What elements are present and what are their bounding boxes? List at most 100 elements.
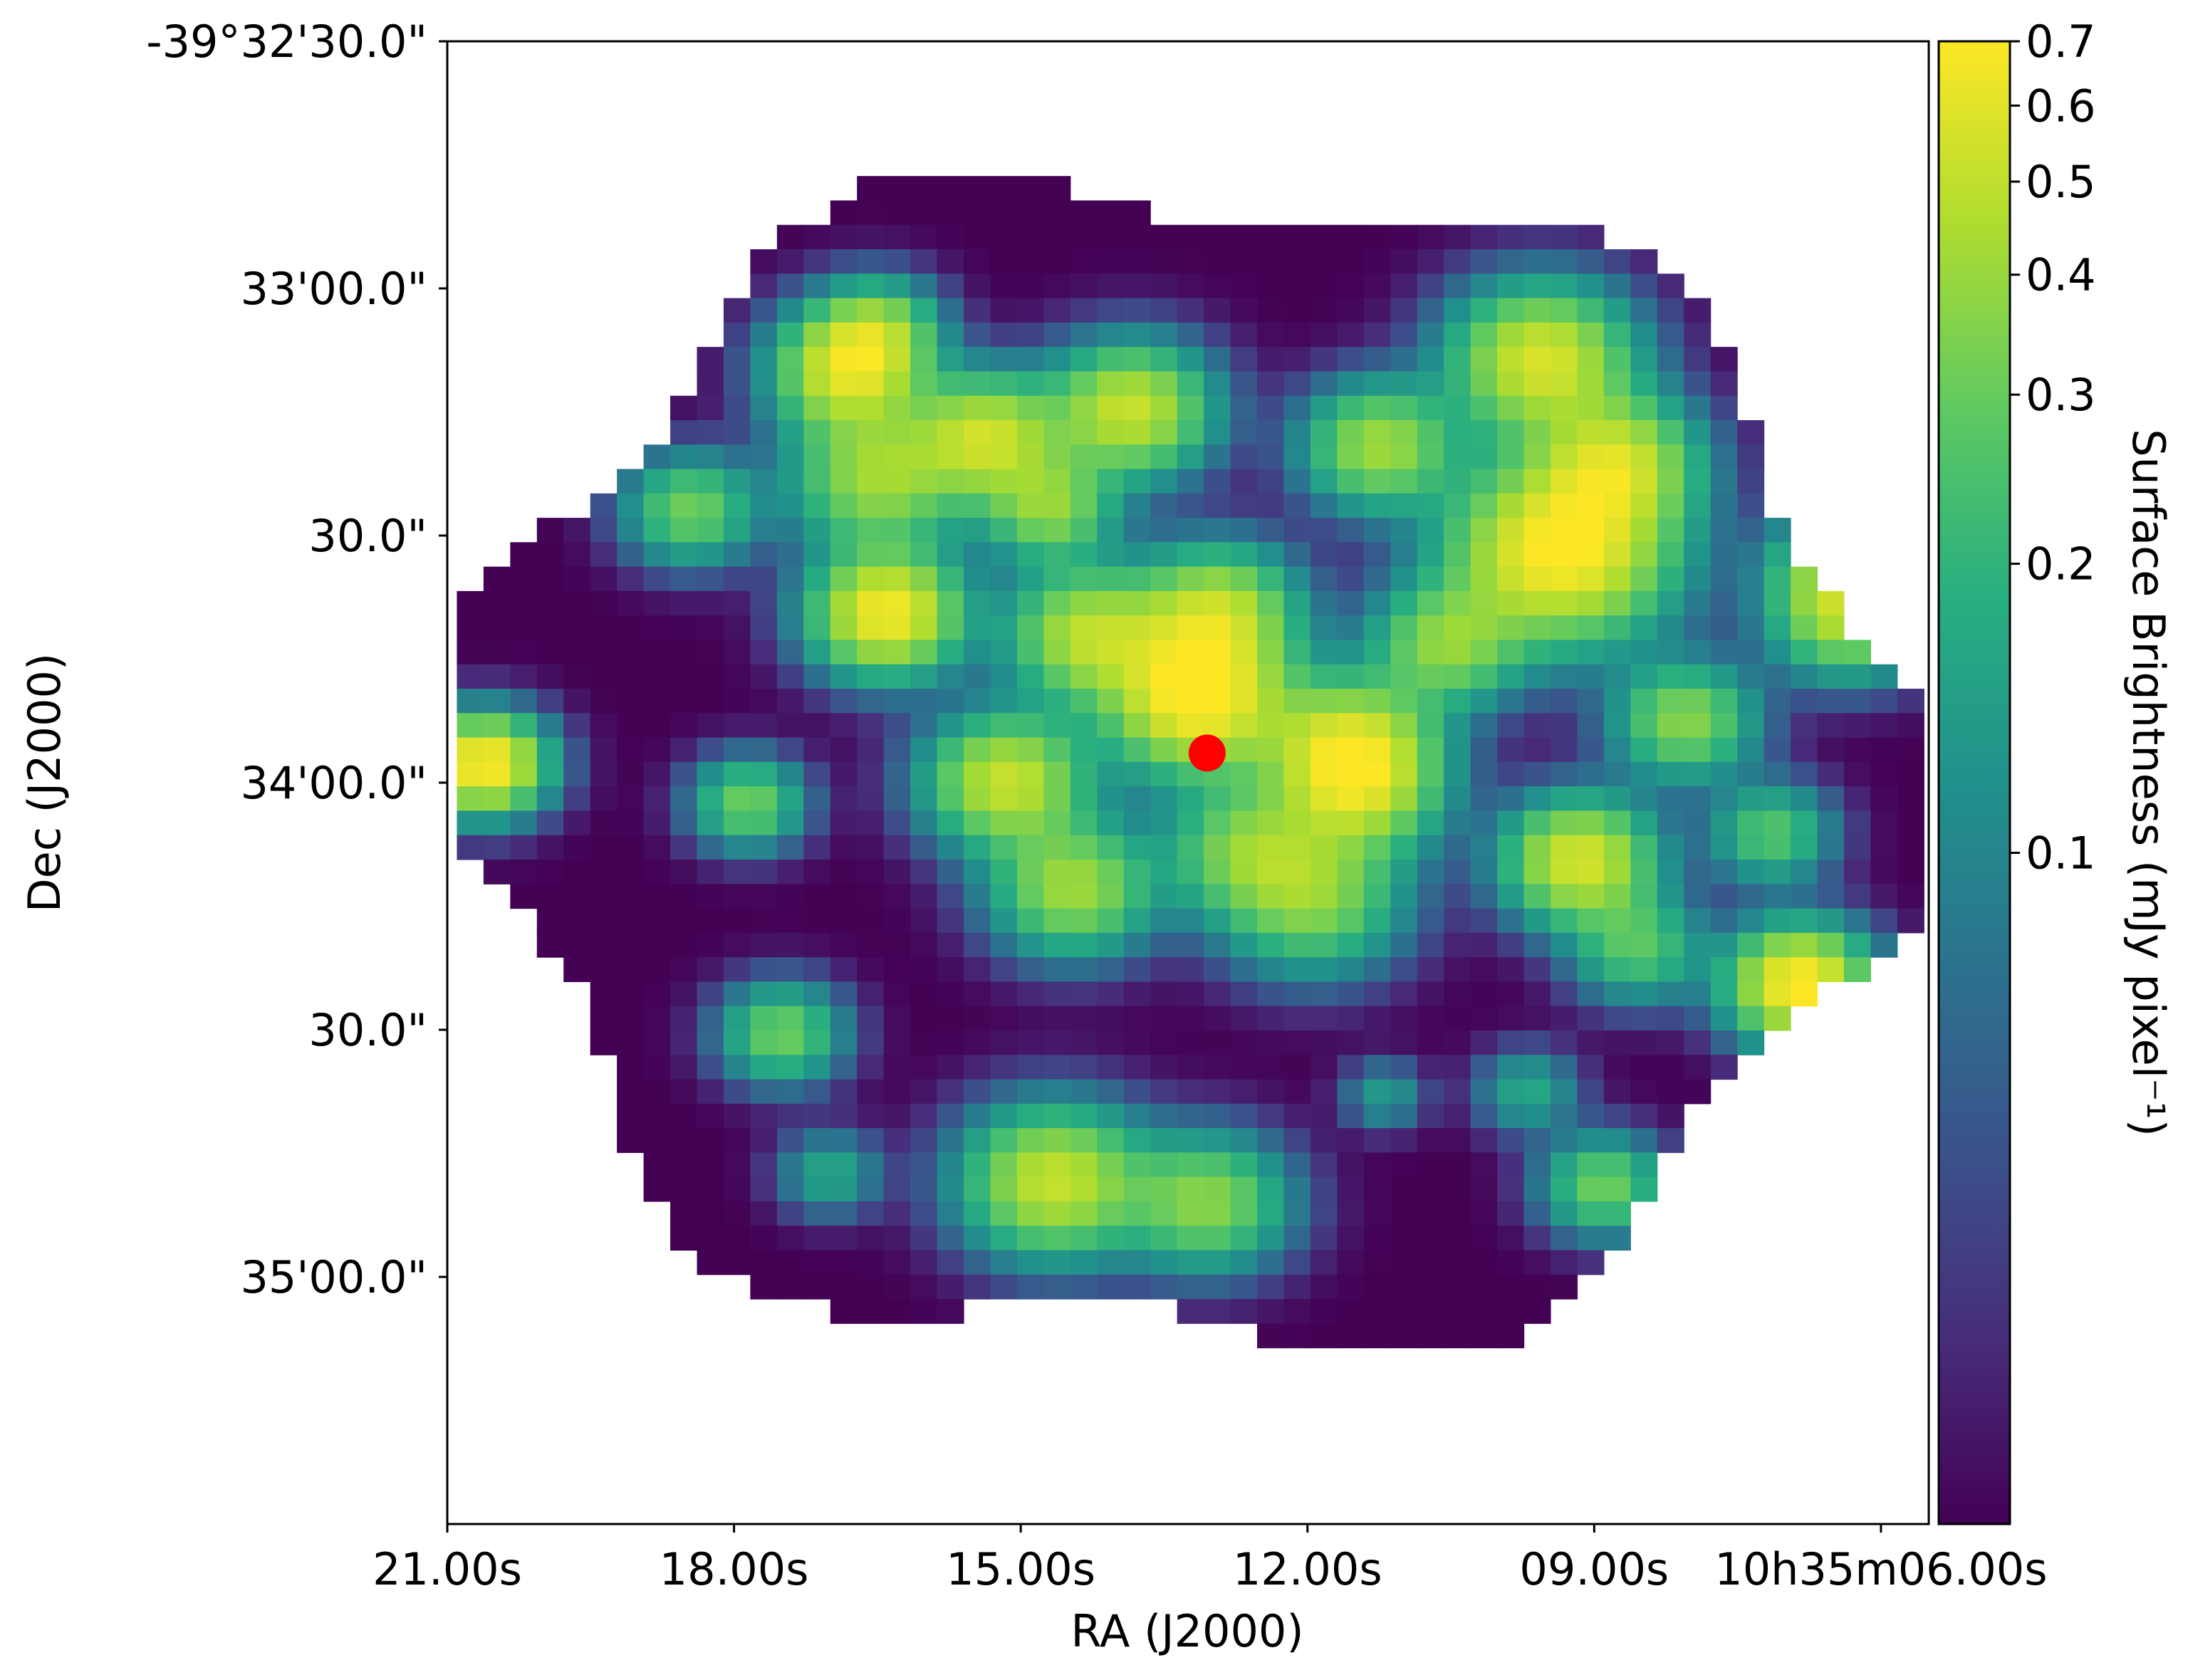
heatmap-cell [1843,932,1871,958]
heatmap-cell [1523,1079,1551,1105]
heatmap-cell [697,1030,724,1055]
heatmap-cell [1603,347,1631,372]
heatmap-cell [1150,322,1178,348]
heatmap-cell [670,908,698,934]
heatmap-cell [1523,322,1551,348]
heatmap-cell [1523,615,1551,641]
heatmap-cell [1150,981,1178,1007]
heatmap-cell [1684,469,1712,494]
heatmap-cell [857,1006,885,1031]
heatmap-cell [1283,761,1311,787]
heatmap-cell [803,786,831,812]
heatmap-cell [1550,322,1578,348]
heatmap-cell [1390,932,1418,958]
heatmap-cell [697,810,724,836]
heatmap-cell [1363,1006,1391,1031]
heatmap-cell [1177,615,1204,641]
heatmap-cell [830,640,858,665]
heatmap-cell [1390,640,1418,665]
heatmap-cell [1204,810,1231,836]
heatmap-cell [1230,1006,1258,1031]
heatmap-cell [1097,981,1125,1007]
heatmap-cell [776,1055,804,1080]
heatmap-cell [776,908,804,934]
heatmap-cell [1283,689,1311,714]
heatmap-cell [1256,1274,1285,1300]
heatmap-cell [1603,1128,1631,1153]
heatmap-cell [1043,689,1071,714]
heatmap-cell [830,1250,858,1275]
heatmap-cell [1123,884,1151,909]
heatmap-cell [1337,615,1365,641]
heatmap-cell [1577,395,1605,421]
heatmap-cell [1603,932,1631,958]
heatmap-cell [857,1079,885,1105]
heatmap-cell [830,469,858,494]
heatmap-cell [1897,908,1924,934]
heatmap-cell [1710,884,1738,909]
heatmap-cell [1603,1226,1631,1251]
heatmap-cell [1016,1055,1044,1080]
heatmap-cell [803,1128,831,1153]
heatmap-cell [883,1006,911,1031]
heatmap-cell [1016,566,1044,592]
heatmap-cell [1337,273,1365,299]
heatmap-cell [1204,518,1231,543]
heatmap-cell [1684,761,1712,787]
heatmap-cell [1230,590,1258,616]
heatmap-cell [1097,1030,1125,1055]
heatmap-cell [1684,615,1712,641]
heatmap-cell [1444,1152,1471,1178]
heatmap-cell [830,835,858,860]
heatmap-cell [937,249,964,274]
heatmap-cell [1657,1103,1684,1129]
heatmap-cell [964,1152,991,1178]
heatmap-cell [1097,664,1125,689]
heatmap-cell [1016,590,1044,616]
heatmap-cell [1737,664,1765,689]
heatmap-cell [1577,957,1605,982]
heatmap-cell [910,493,938,518]
heatmap-cell [1470,1030,1498,1055]
heatmap-cell [1497,1250,1525,1275]
heatmap-cell [1737,981,1765,1007]
heatmap-cell [590,786,618,812]
heatmap-cell [1523,786,1551,812]
heatmap-cell [937,542,964,568]
heatmap-cell [1150,810,1178,836]
heatmap-cell [776,469,804,494]
heatmap-cell [1684,322,1712,348]
heatmap-cell [643,1103,671,1129]
heatmap-cell [964,1103,991,1129]
heatmap-cell [1310,224,1338,250]
heatmap-cell [723,518,751,543]
heatmap-cell [750,419,778,445]
heatmap-cell [1470,224,1498,250]
heatmap-cell [1497,1030,1525,1055]
heatmap-cell [1603,322,1631,348]
heatmap-cell [750,1176,778,1202]
heatmap-cell [1177,1299,1204,1324]
heatmap-cell [1043,1250,1071,1275]
heatmap-cell [750,908,778,934]
heatmap-cell [723,419,751,445]
heatmap-cell [536,786,564,812]
heatmap-cell [1684,419,1712,445]
heatmap-cell [1630,737,1658,763]
heatmap-cell [1283,395,1311,421]
heatmap-cell [1150,1226,1178,1251]
heatmap-cell [1630,469,1658,494]
heatmap-cell [723,786,751,812]
heatmap-cell [1337,981,1365,1007]
heatmap-cell [750,1152,778,1178]
heatmap-cell [1283,273,1311,299]
heatmap-cell [536,566,564,592]
heatmap-cell [617,932,645,958]
heatmap-cell [1310,298,1338,323]
heatmap-cell [1310,1226,1338,1251]
heatmap-cell [1417,884,1444,909]
heatmap-cell [643,1079,671,1105]
heatmap-cell [1177,981,1204,1007]
heatmap-cell [723,1201,751,1226]
heatmap-cell [937,1079,964,1105]
